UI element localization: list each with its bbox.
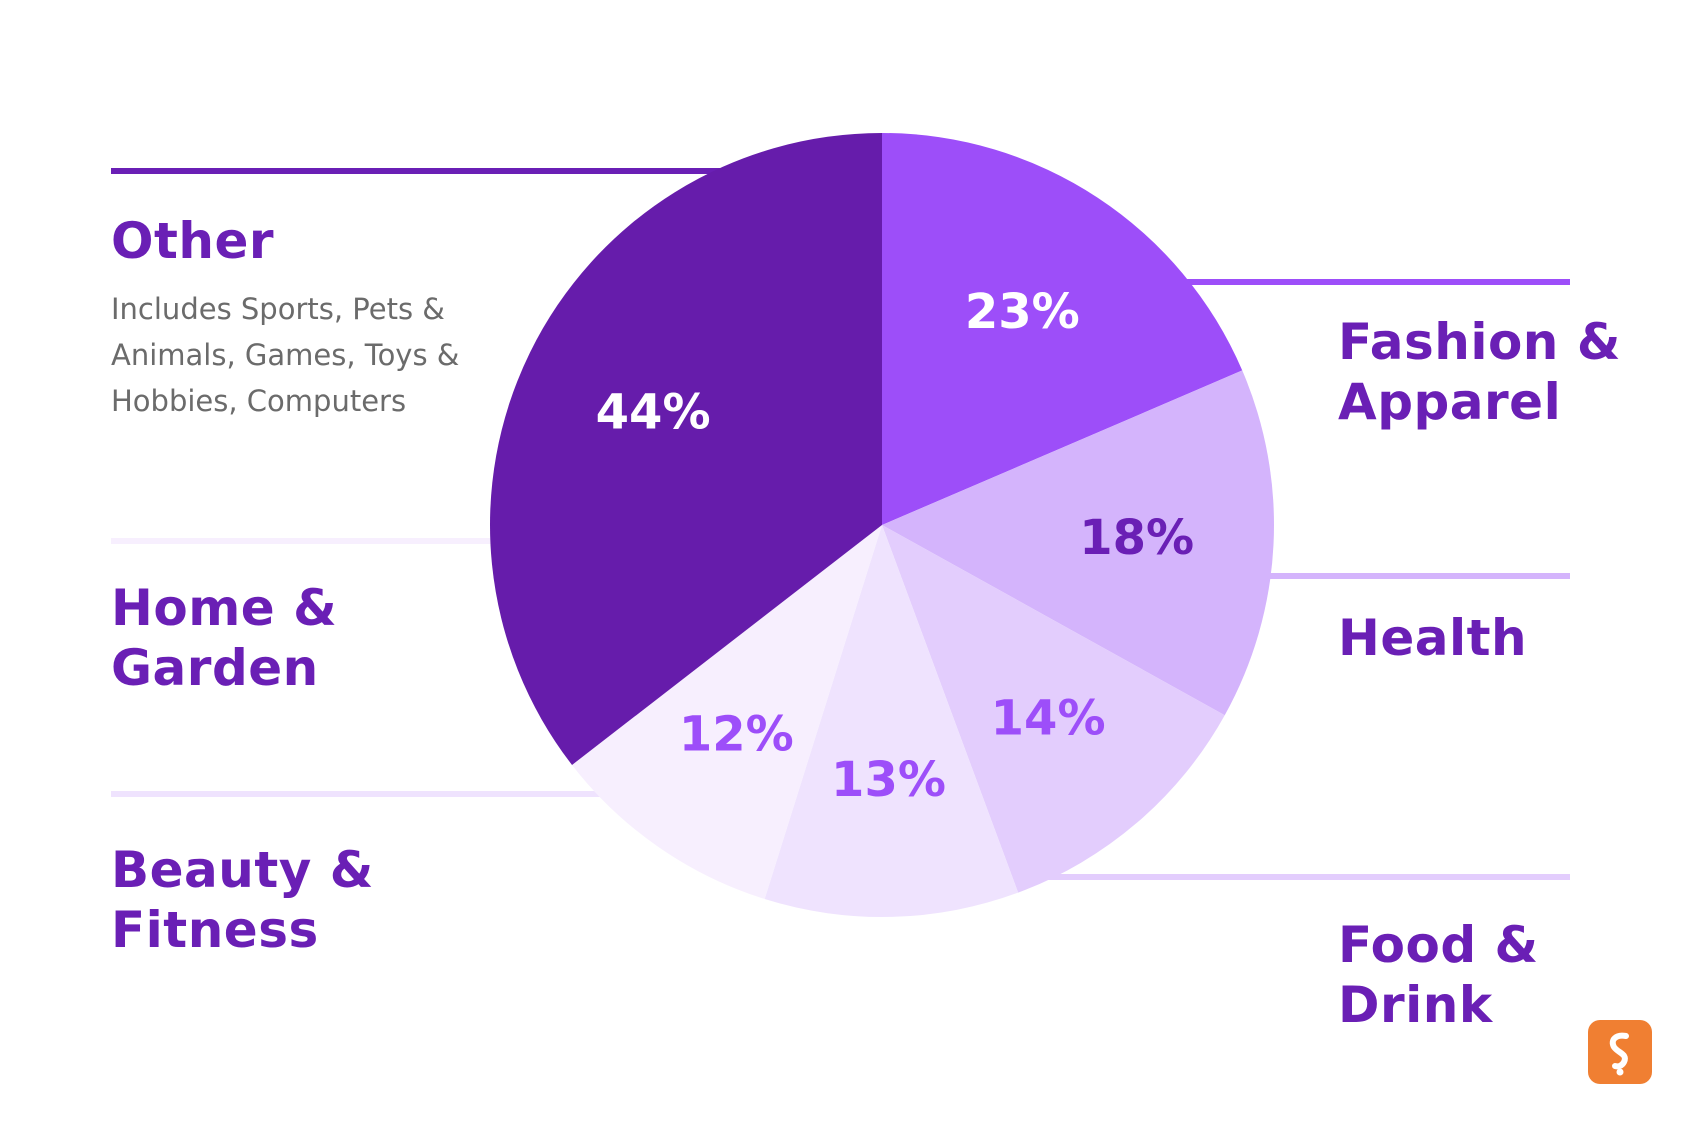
divider-fashion <box>1180 279 1570 285</box>
legend-label-line: Drink <box>1338 976 1493 1034</box>
slice-value-label: 12% <box>679 706 794 762</box>
pie-slice-health <box>882 370 1274 716</box>
slice-value-label: 13% <box>831 752 946 808</box>
pie-slice-food-drink <box>882 525 1225 893</box>
legend-label-health: Health <box>1338 608 1527 668</box>
legend-label-food-drink: Food & Drink <box>1338 915 1539 1035</box>
divider-other <box>111 168 727 174</box>
pie-slice-fashion-apparel <box>882 133 1243 525</box>
legend-label-line: Health <box>1338 609 1528 667</box>
divider-home <box>111 538 496 544</box>
legend-label-line: Fitness <box>111 901 319 959</box>
divider-food <box>1030 874 1570 880</box>
legend-label-line: Other <box>111 212 275 270</box>
slice-value-label: 44% <box>596 385 711 441</box>
other-note-line: Hobbies, Computers <box>111 384 407 418</box>
divider-beauty <box>111 791 611 797</box>
legend-label-line: Home & <box>111 579 338 637</box>
divider-health <box>1263 573 1570 579</box>
brand-logo-icon <box>1588 1020 1652 1084</box>
legend-label-home-garden: Home & Garden <box>111 578 337 698</box>
other-note: Includes Sports, Pets & Animals, Games, … <box>111 286 459 424</box>
pie-slice-other <box>490 133 882 765</box>
legend-label-beauty-fitness: Beauty & Fitness <box>111 840 374 960</box>
pie-slice-beauty-fitness <box>764 525 1019 917</box>
legend-label-line: Beauty & <box>111 841 374 899</box>
slice-value-label: 23% <box>965 284 1080 340</box>
legend-label-line: Food & <box>1338 916 1539 974</box>
other-note-line: Animals, Games, Toys & <box>111 338 460 372</box>
legend-label-fashion-apparel: Fashion & Apparel <box>1338 312 1621 432</box>
legend-label-line: Garden <box>111 639 319 697</box>
legend-label-line: Apparel <box>1338 373 1562 431</box>
other-note-line: Includes Sports, Pets & <box>111 292 445 326</box>
legend-label-other: Other <box>111 211 274 271</box>
slice-value-label: 14% <box>991 691 1106 747</box>
legend-label-line: Fashion & <box>1338 313 1621 371</box>
slice-value-label: 18% <box>1079 510 1194 566</box>
pie-slice-home-garden <box>572 525 882 900</box>
